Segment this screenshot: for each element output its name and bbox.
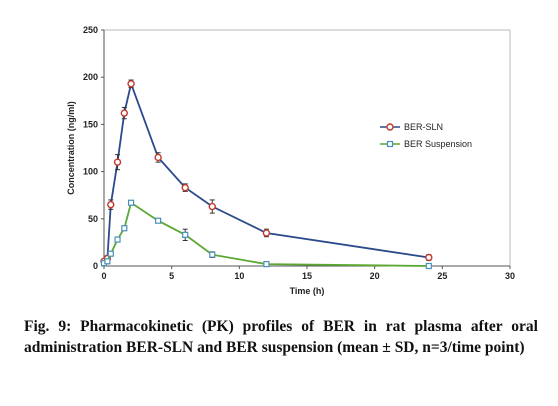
data-point xyxy=(113,158,122,166)
data-point xyxy=(155,217,162,224)
plot-area xyxy=(103,29,511,267)
data-point xyxy=(262,229,271,237)
legend: BER-SLN BER Suspension xyxy=(380,122,472,149)
data-point xyxy=(114,236,121,243)
data-point xyxy=(181,183,189,192)
y-tick-label: 250 xyxy=(83,25,98,35)
data-point xyxy=(121,225,128,232)
y-tick-label: 100 xyxy=(83,167,98,177)
legend-label: BER Suspension xyxy=(404,139,472,149)
x-tick-label: 0 xyxy=(101,271,106,281)
y-axis-title: Concentration (ng/ml) xyxy=(66,101,76,195)
pk-chart: 0 5 10 15 20 25 30 0 50 100 150 200 250 BER-SLN BER S… xyxy=(66,25,516,296)
data-point xyxy=(127,80,135,88)
data-point xyxy=(107,250,114,257)
data-point xyxy=(425,253,433,262)
data-point xyxy=(208,202,216,211)
data-point xyxy=(127,199,135,206)
data-point xyxy=(104,258,111,265)
data-point xyxy=(425,262,432,270)
data-point xyxy=(120,109,129,117)
data-point xyxy=(107,200,115,209)
legend-marker xyxy=(386,123,394,131)
data-point xyxy=(209,251,216,258)
data-point xyxy=(154,153,162,162)
data-point xyxy=(263,261,270,268)
x-tick-label: 25 xyxy=(437,271,447,281)
legend-label: BER-SLN xyxy=(404,122,443,132)
legend-marker xyxy=(386,140,394,148)
axes: 0 5 10 15 20 25 30 0 50 100 150 200 250 xyxy=(83,25,515,281)
x-tick-label: 20 xyxy=(370,271,380,281)
figure-caption: Fig. 9: Pharmacokinetic (PK) profiles of… xyxy=(24,318,538,356)
y-tick-label: 200 xyxy=(83,72,98,82)
x-tick-label: 30 xyxy=(505,271,515,281)
plot-border xyxy=(103,29,511,267)
x-tick-label: 5 xyxy=(169,271,174,281)
series-1 xyxy=(100,199,432,270)
y-tick-label: 0 xyxy=(93,261,98,271)
y-tick-label: 50 xyxy=(88,214,98,224)
data-point xyxy=(182,231,189,238)
series-layer xyxy=(100,79,433,270)
x-axis-title: Time (h) xyxy=(290,286,325,296)
x-tick-label: 10 xyxy=(234,271,244,281)
y-tick-label: 150 xyxy=(83,119,98,129)
x-tick-label: 15 xyxy=(302,271,312,281)
